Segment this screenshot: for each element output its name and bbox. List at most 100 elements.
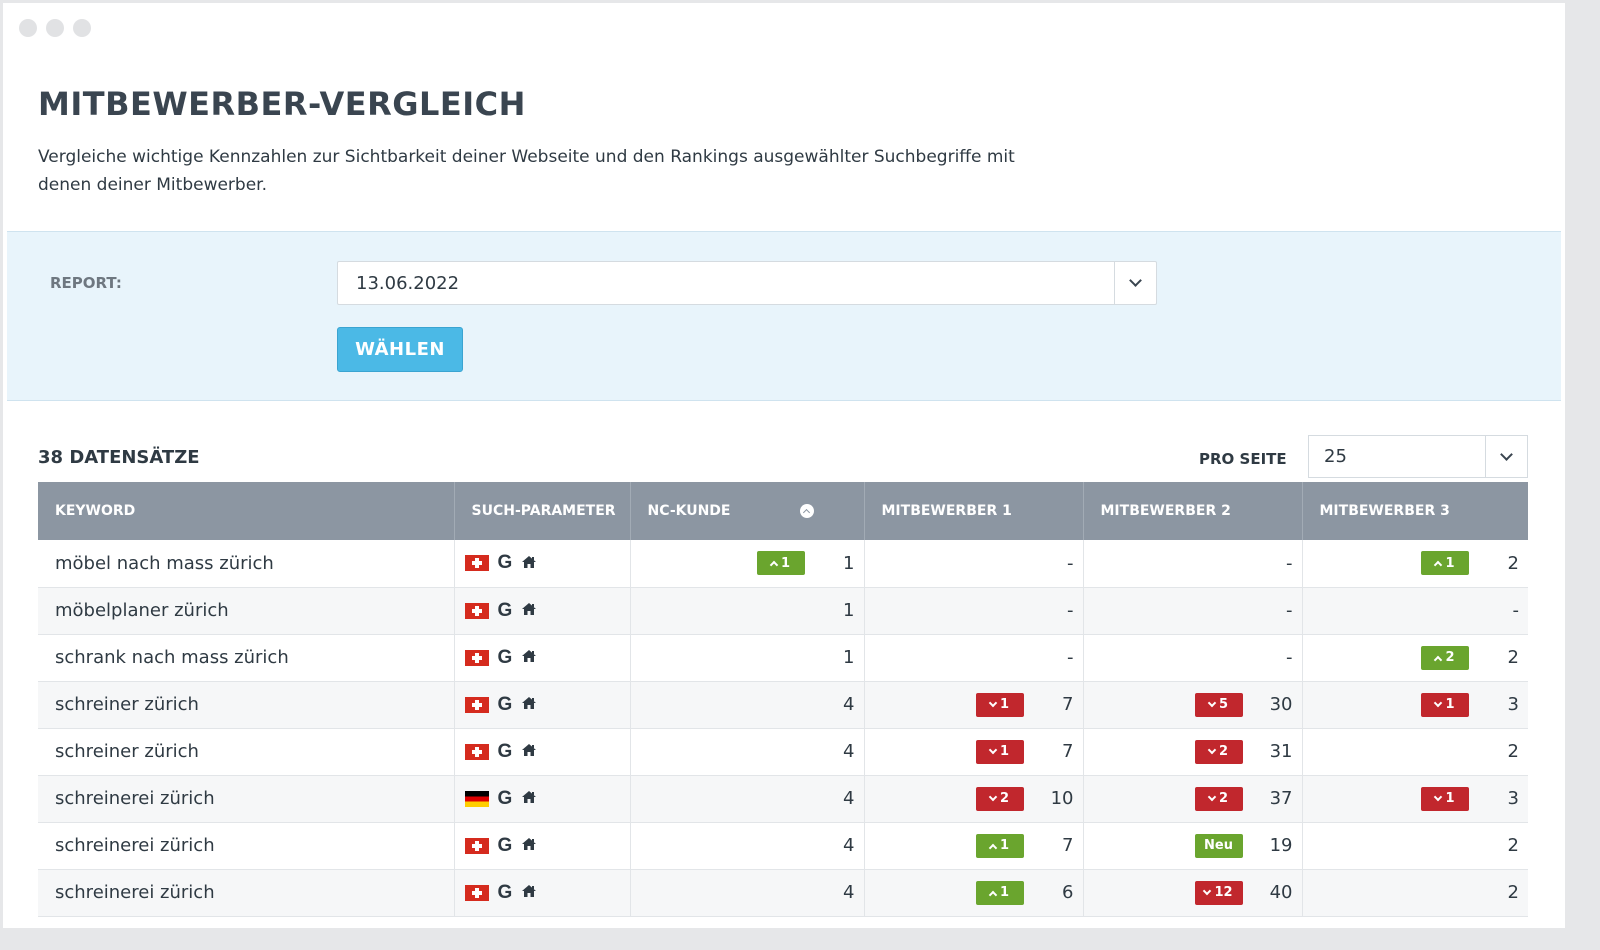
arrow-down-icon bbox=[988, 698, 998, 707]
chevron-down-icon bbox=[1500, 447, 1513, 461]
badge-text: 1 bbox=[1445, 555, 1455, 571]
table-row[interactable]: schreinerei zürich G 4 1 6 12 40 2 bbox=[38, 869, 1528, 917]
rank-value: 1 bbox=[843, 600, 855, 621]
per-page-dropdown-toggle[interactable] bbox=[1485, 436, 1527, 477]
table-row[interactable]: schreiner zürich G 4 1 7 2 31 2 bbox=[38, 728, 1528, 776]
table-row[interactable]: schreinerei zürich G 4 2 10 2 37 1 3 bbox=[38, 775, 1528, 823]
home-icon bbox=[521, 882, 537, 903]
rank-value: 3 bbox=[1507, 788, 1519, 809]
window-minimize-button[interactable] bbox=[46, 19, 64, 37]
badge-text: Neu bbox=[1204, 838, 1233, 853]
column-header-keyword[interactable]: KEYWORD bbox=[38, 482, 455, 540]
record-count: 38 DATENSÄTZE bbox=[38, 447, 200, 468]
column-header-competitor-1[interactable]: MITBEWERBER 1 bbox=[864, 482, 1084, 540]
rank-down-badge: 2 bbox=[975, 786, 1024, 811]
rank-value: 2 bbox=[1507, 741, 1519, 762]
google-icon: G bbox=[497, 881, 513, 903]
rank-value: 4 bbox=[843, 741, 855, 762]
rank-value: 4 bbox=[843, 835, 855, 856]
arrow-down-icon bbox=[988, 792, 998, 801]
rank-value: - bbox=[1512, 600, 1520, 621]
rank-value: 37 bbox=[1269, 788, 1293, 809]
rank-value: 2 bbox=[1507, 647, 1519, 668]
column-header-nc-customer[interactable]: NC-KUNDE bbox=[630, 482, 865, 540]
home-icon bbox=[521, 741, 537, 762]
per-page-label: PRO SEITE bbox=[1199, 450, 1287, 468]
nc-customer-rank-cell: 4 bbox=[630, 681, 865, 729]
arrow-down-icon bbox=[1207, 792, 1217, 801]
table-row[interactable]: schrank nach mass zürich G 1- -2 2 bbox=[38, 634, 1528, 682]
window-maximize-button[interactable] bbox=[73, 19, 91, 37]
badge-text: 1 bbox=[999, 744, 1010, 759]
report-select[interactable]: 13.06.2022 bbox=[337, 261, 1157, 305]
rank-value: 19 bbox=[1269, 835, 1293, 856]
table-row[interactable]: schreinerei zürich G 4 1 7 Neu 19 2 bbox=[38, 822, 1528, 870]
search-params-cell: G bbox=[454, 775, 631, 823]
table-row[interactable]: möbel nach mass zürich G 1 1- -1 2 bbox=[38, 540, 1528, 588]
switzerland-flag-icon bbox=[464, 884, 489, 901]
window-close-button[interactable] bbox=[19, 19, 37, 37]
badge-text: 2 bbox=[1445, 650, 1455, 665]
competitor-1-rank-cell: - bbox=[864, 587, 1084, 635]
rank-value: 2 bbox=[1507, 835, 1519, 856]
search-params-cell: G bbox=[454, 728, 631, 776]
rank-down-badge: 2 bbox=[1194, 786, 1243, 811]
rank-value: 7 bbox=[1062, 694, 1074, 715]
report-label: REPORT: bbox=[50, 274, 122, 292]
arrow-down-icon bbox=[1434, 792, 1443, 801]
badge-text: 12 bbox=[1214, 885, 1233, 900]
competitor-2-rank-cell: - bbox=[1083, 634, 1303, 682]
home-icon bbox=[521, 553, 537, 574]
competitor-1-rank-cell: - bbox=[864, 540, 1084, 588]
competitor-3-rank-cell: 2 bbox=[1302, 728, 1528, 776]
home-icon bbox=[521, 788, 537, 809]
rank-value: 7 bbox=[1062, 835, 1074, 856]
competitor-2-rank-cell: - bbox=[1083, 587, 1303, 635]
rank-value: - bbox=[1067, 552, 1074, 574]
report-filter-panel: REPORT: 13.06.2022 WÄHLEN bbox=[7, 231, 1561, 401]
nc-customer-rank-cell: 4 bbox=[630, 728, 865, 776]
badge-text: 2 bbox=[1218, 744, 1229, 759]
switzerland-flag-icon bbox=[464, 696, 489, 713]
rank-value: 7 bbox=[1062, 741, 1074, 762]
sort-ascending-icon[interactable] bbox=[799, 504, 814, 518]
arrow-up-icon bbox=[1434, 655, 1443, 664]
competitor-2-rank-cell: Neu 19 bbox=[1083, 822, 1303, 870]
rank-value: 1 bbox=[843, 647, 855, 668]
badge-text: 2 bbox=[1218, 791, 1229, 806]
column-header-competitor-3[interactable]: MITBEWERBER 3 bbox=[1302, 482, 1528, 540]
rank-up-badge: 2 bbox=[1421, 645, 1469, 670]
per-page-select[interactable]: 25 bbox=[1308, 435, 1528, 478]
column-header-search-params[interactable]: SUCH-PARAMETER bbox=[454, 482, 631, 540]
nc-customer-rank-cell: 1 bbox=[630, 587, 865, 635]
search-params-cell: G bbox=[454, 587, 631, 635]
badge-text: 5 bbox=[1218, 697, 1229, 712]
table-row[interactable]: schreiner zürich G 4 1 7 5 30 1 3 bbox=[38, 681, 1528, 729]
competitor-2-rank-cell: 2 37 bbox=[1083, 775, 1303, 823]
switzerland-flag-icon bbox=[464, 837, 489, 854]
report-dropdown-toggle[interactable] bbox=[1114, 262, 1156, 304]
keyword-cell: schreinerei zürich bbox=[38, 869, 455, 917]
rank-value: - bbox=[1067, 647, 1074, 668]
competitor-2-rank-cell: 2 31 bbox=[1083, 728, 1303, 776]
competitor-2-rank-cell: - bbox=[1083, 540, 1303, 588]
search-params-cell: G bbox=[454, 869, 631, 917]
table-row[interactable]: möbelplaner zürich G 1 - - - bbox=[38, 587, 1528, 635]
arrow-down-icon bbox=[1207, 698, 1217, 707]
search-params-cell: G bbox=[454, 822, 631, 870]
arrow-up-icon bbox=[988, 890, 998, 899]
badge-text: 1 bbox=[999, 838, 1010, 853]
google-icon: G bbox=[497, 599, 513, 621]
competitor-1-rank-cell: 2 10 bbox=[864, 775, 1084, 823]
choose-report-button[interactable]: WÄHLEN bbox=[337, 327, 463, 372]
column-header-competitor-2[interactable]: MITBEWERBER 2 bbox=[1083, 482, 1303, 540]
rank-up-badge: 1 bbox=[756, 551, 805, 576]
rank-value: - bbox=[1286, 552, 1293, 574]
competitor-3-rank-cell: 2 bbox=[1302, 869, 1528, 917]
arrow-down-icon bbox=[1207, 745, 1217, 754]
competitor-1-rank-cell: - bbox=[864, 634, 1084, 682]
rank-value: 4 bbox=[843, 694, 855, 715]
